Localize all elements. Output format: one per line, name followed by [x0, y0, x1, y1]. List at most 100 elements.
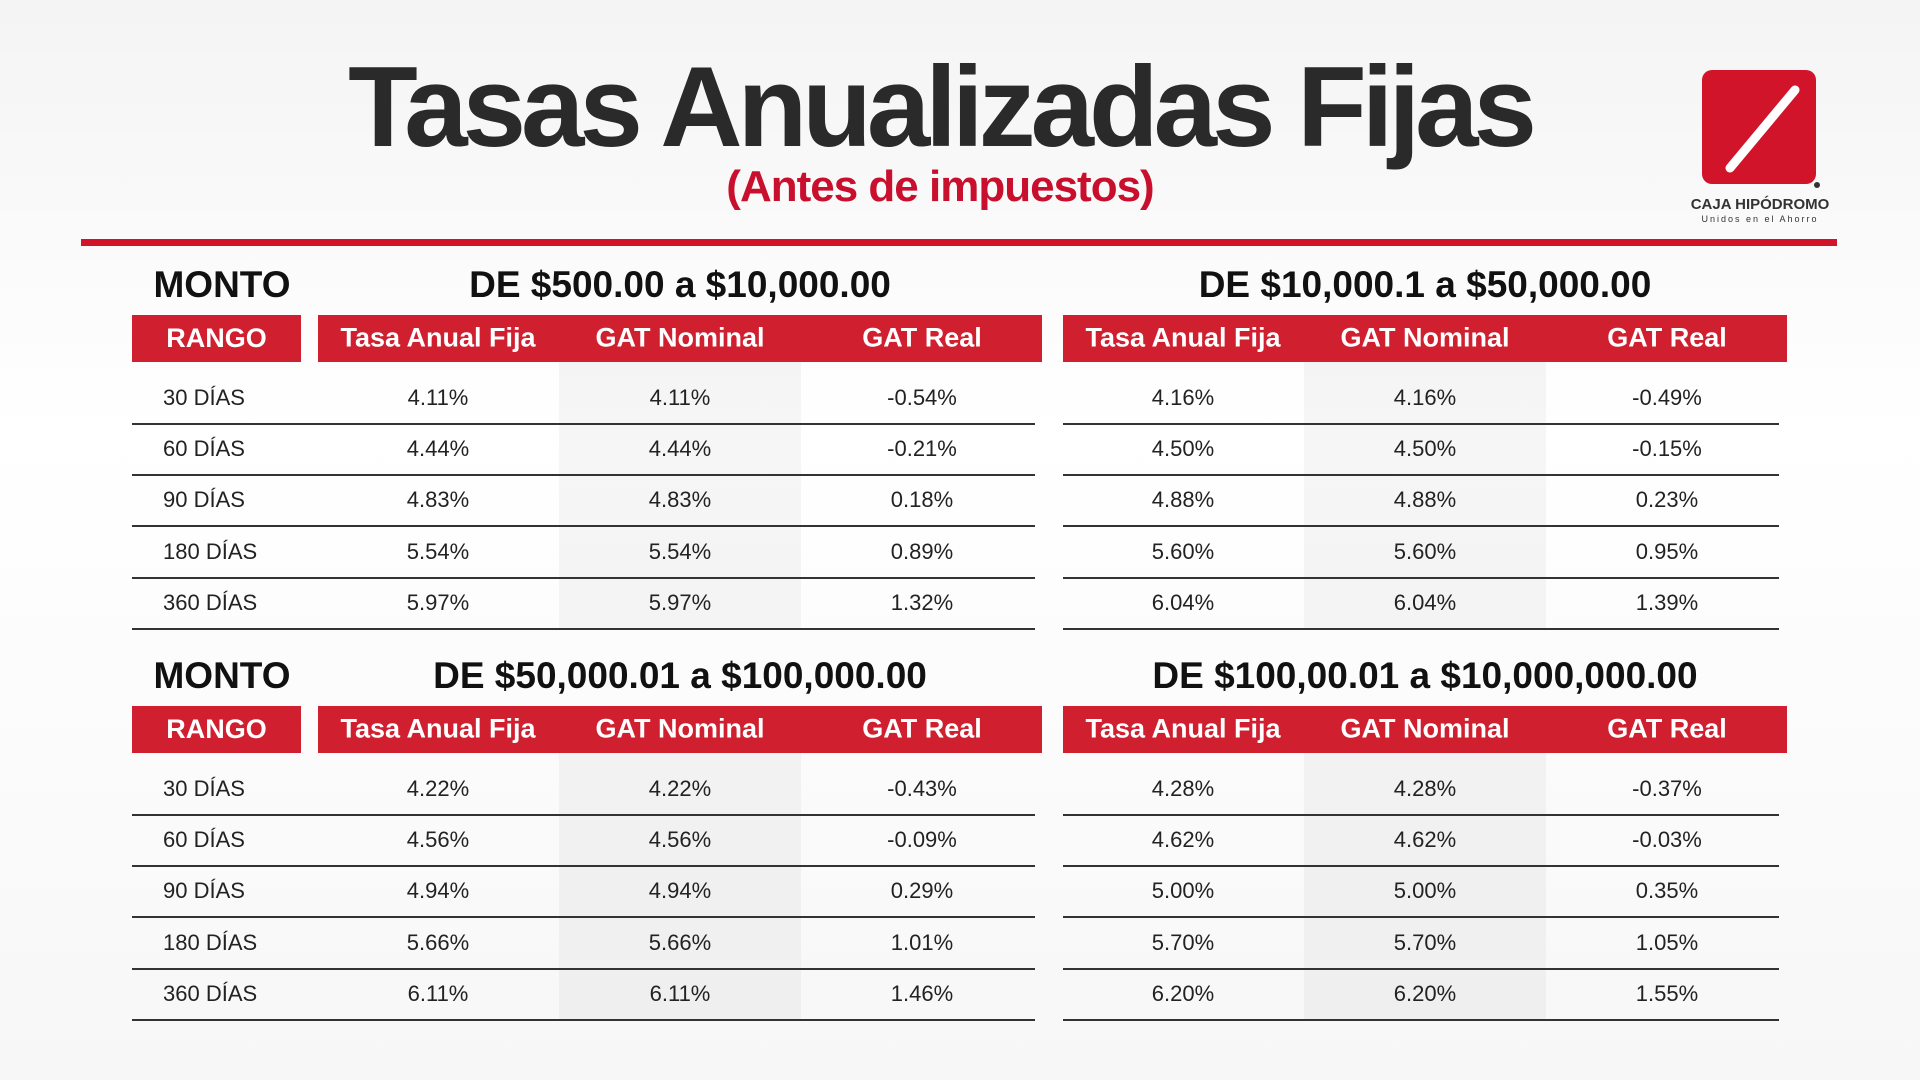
rango-header: RANGO — [132, 706, 301, 753]
column-header: GAT Nominal — [1340, 322, 1510, 353]
cell: 6.20% — [1393, 980, 1457, 1006]
monto-label: MONTO — [153, 655, 291, 696]
column-header: GAT Real — [862, 713, 982, 744]
cell: 4.62% — [1393, 827, 1457, 853]
cell: 1.32% — [890, 589, 954, 615]
cell: 4.50% — [1151, 436, 1215, 462]
cell: 0.18% — [890, 487, 954, 513]
column-header: GAT Nominal — [1340, 713, 1510, 744]
cell: 1.46% — [890, 980, 954, 1006]
cell: 4.94% — [648, 878, 712, 904]
cell: 4.11% — [407, 385, 469, 410]
cell: 4.11% — [649, 385, 711, 410]
plazo: 360 DÍAS — [163, 980, 258, 1006]
range-title: DE $100,00.01 a $10,000,000.00 — [1152, 655, 1698, 696]
cell: 6.04% — [1151, 589, 1215, 615]
cell: 0.89% — [890, 538, 954, 564]
header-bar — [1063, 315, 1787, 362]
column-header: GAT Real — [862, 322, 982, 353]
plazo: 60 DÍAS — [163, 436, 245, 462]
column-header: Tasa Anual Fija — [340, 322, 536, 353]
monto-label: MONTO — [153, 264, 291, 305]
cell: 4.88% — [1151, 487, 1215, 513]
logo-tagline: Unidos en el Ahorro — [1701, 214, 1819, 224]
row-separator — [1063, 576, 1779, 579]
cell: -0.03% — [1632, 827, 1702, 853]
cell: 5.70% — [1151, 929, 1215, 955]
row-separator — [132, 865, 1035, 868]
cell: 5.54% — [406, 538, 470, 564]
row-separator — [1063, 474, 1779, 477]
title: Tasas Anualizadas Fijas — [348, 44, 1537, 171]
cell: -0.49% — [1632, 385, 1702, 410]
header-bar — [1063, 706, 1787, 753]
plazo: 90 DÍAS — [163, 878, 245, 904]
cell: 6.20% — [1151, 980, 1215, 1006]
row-separator — [132, 967, 1035, 970]
cell: 4.94% — [406, 878, 470, 904]
plazo: 60 DÍAS — [163, 827, 245, 853]
subtitle: (Antes de impuestos) — [726, 162, 1154, 211]
row-separator — [132, 423, 1035, 425]
rango-header: RANGO — [132, 315, 301, 362]
cell: -0.43% — [887, 776, 957, 801]
cell: 6.04% — [1393, 589, 1457, 615]
column-header: Tasa Anual Fija — [1085, 713, 1281, 744]
cell: 5.60% — [1151, 538, 1215, 564]
plazo: 180 DÍAS — [163, 538, 258, 564]
cell: 4.16% — [1393, 385, 1457, 410]
cell: 4.44% — [648, 436, 712, 462]
cell: 0.95% — [1635, 538, 1699, 564]
cell: 4.83% — [648, 487, 712, 513]
cell: 1.55% — [1635, 980, 1699, 1006]
plazo: 180 DÍAS — [163, 929, 258, 955]
plazo: 30 DÍAS — [163, 776, 245, 801]
logo-name: CAJA HIPÓDROMO — [1690, 196, 1830, 213]
cell: 0.23% — [1635, 487, 1699, 513]
cell: 4.28% — [1151, 776, 1215, 801]
row-separator — [132, 525, 1035, 528]
plazo: 360 DÍAS — [163, 589, 258, 615]
row-separator — [132, 627, 1035, 630]
column-header: GAT Real — [1607, 322, 1727, 353]
logo-mark — [1702, 70, 1820, 188]
cell: 5.00% — [1393, 878, 1457, 904]
column-header: Tasa Anual Fija — [1085, 322, 1281, 353]
row-separator — [132, 576, 1035, 579]
cell: 5.70% — [1393, 929, 1457, 955]
cell: 4.88% — [1393, 487, 1457, 513]
cell: 1.39% — [1635, 589, 1699, 615]
cell: 4.22% — [648, 776, 712, 801]
cell: 4.16% — [1151, 385, 1215, 410]
cell: -0.15% — [1632, 436, 1702, 462]
row-separator — [1063, 967, 1779, 970]
cell: 4.44% — [406, 436, 470, 462]
cell: -0.54% — [887, 385, 957, 410]
cell: 5.66% — [406, 929, 470, 955]
column-header: GAT Nominal — [595, 322, 765, 353]
cell: 4.28% — [1393, 776, 1457, 801]
header-bar — [318, 706, 1042, 753]
cell: 6.11% — [407, 980, 469, 1006]
cell: 5.00% — [1151, 878, 1215, 904]
cell: 5.97% — [648, 589, 712, 615]
plazo: 90 DÍAS — [163, 487, 245, 513]
cell: 5.66% — [648, 929, 712, 955]
row-separator — [1063, 525, 1779, 528]
row-separator — [1063, 1018, 1779, 1021]
row-separator — [1063, 916, 1779, 919]
cell: 4.50% — [1393, 436, 1457, 462]
row-separator — [132, 474, 1035, 477]
range-title: DE $50,000.01 a $100,000.00 — [433, 655, 927, 696]
range-title: DE $500.00 a $10,000.00 — [469, 264, 891, 305]
row-separator — [1063, 627, 1779, 630]
row-separator — [132, 916, 1035, 919]
cell: 1.01% — [890, 929, 954, 955]
cell: 4.83% — [406, 487, 470, 513]
row-separator — [1063, 814, 1779, 816]
column-header: Tasa Anual Fija — [340, 713, 536, 744]
cell: -0.21% — [887, 436, 957, 462]
header-bar — [318, 315, 1042, 362]
cell: 4.56% — [648, 827, 712, 853]
